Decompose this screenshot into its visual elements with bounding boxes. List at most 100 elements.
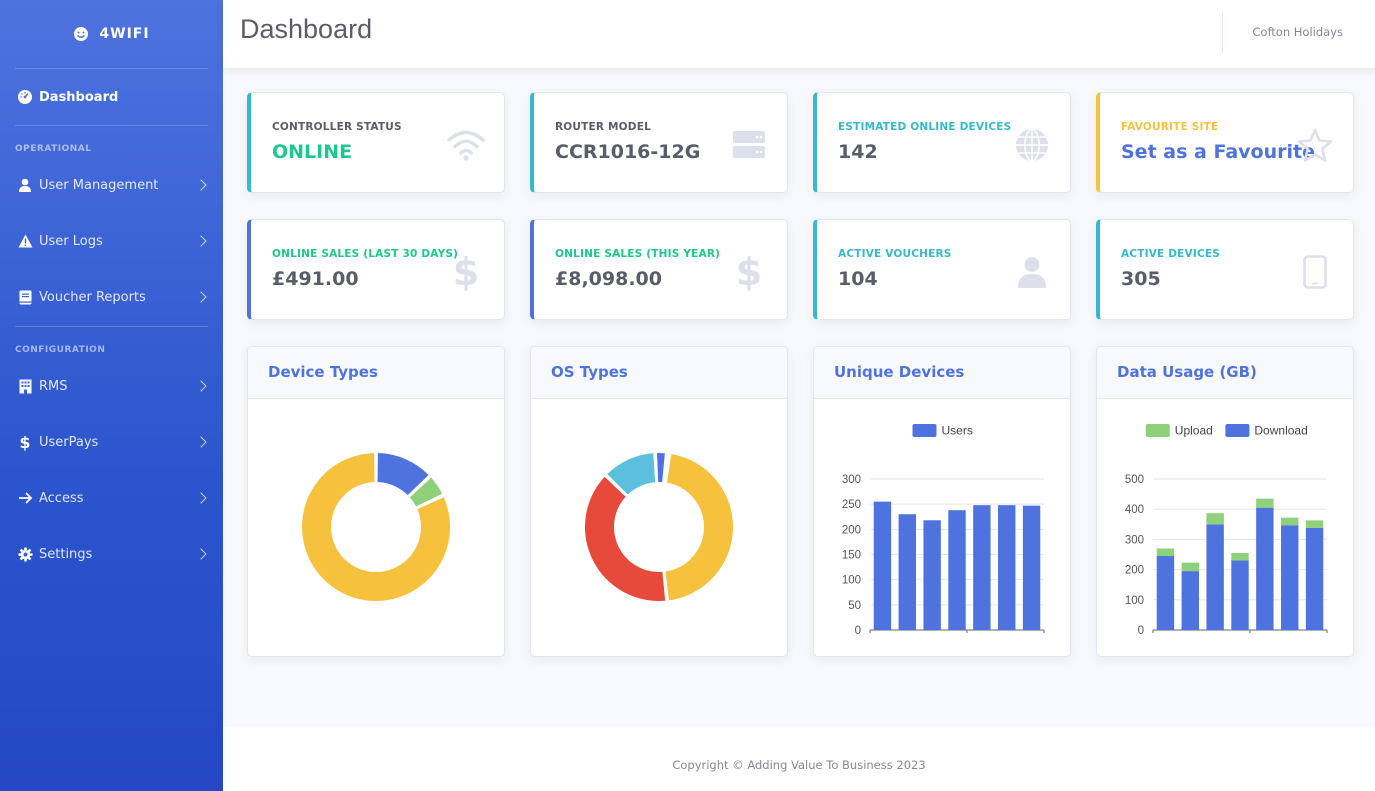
device-types-card: Device Types <box>247 346 505 657</box>
card-title: OS Types <box>531 347 787 399</box>
bar[interactable] <box>1206 524 1224 630</box>
pie-slice[interactable] <box>663 451 670 485</box>
building-icon <box>17 378 33 394</box>
legend-swatch[interactable] <box>912 424 937 437</box>
pie-slice[interactable] <box>407 475 445 509</box>
y-tick-label: 0 <box>855 625 861 637</box>
page-title: Dashboard <box>240 14 373 44</box>
chevron-right-icon <box>195 492 207 504</box>
active-vouchers-card: ACTIVE VOUCHERS 104 <box>813 219 1071 320</box>
dollar-icon: $ <box>19 432 31 452</box>
bar[interactable] <box>948 510 966 630</box>
bar[interactable] <box>1206 513 1224 525</box>
user-menu[interactable]: Cofton Holidays <box>1252 25 1343 39</box>
online-devices-card: ESTIMATED ONLINE DEVICES 142 <box>813 92 1071 193</box>
pie-slice[interactable] <box>604 451 658 497</box>
bar[interactable] <box>973 505 991 630</box>
bar[interactable] <box>923 520 941 630</box>
topbar-divider <box>1222 13 1223 53</box>
favourite-site-card[interactable]: FAVOURITE SITE Set as a Favourite <box>1096 92 1354 193</box>
bar[interactable] <box>1281 517 1299 526</box>
legend-swatch[interactable] <box>1225 424 1250 437</box>
bar[interactable] <box>1305 527 1324 630</box>
gear-icon <box>17 546 33 562</box>
bar[interactable] <box>1256 498 1274 508</box>
dollar-icon: $ <box>735 250 763 294</box>
bar[interactable] <box>1181 571 1199 630</box>
y-tick-label: 250 <box>842 499 861 511</box>
pie-slice[interactable] <box>583 474 668 603</box>
bar[interactable] <box>1156 548 1175 557</box>
brand-name: 4WIFI <box>99 26 150 42</box>
controller-status-card: CONTROLLER STATUS ONLINE <box>247 92 505 193</box>
footer: Copyright © Adding Value To Business 202… <box>223 727 1375 791</box>
bar[interactable] <box>1231 560 1249 630</box>
card-title: Device Types <box>248 347 504 399</box>
chevron-right-icon <box>195 548 207 560</box>
card-title: Unique Devices <box>814 347 1070 399</box>
sidebar-item-access[interactable]: Access <box>0 470 223 526</box>
sidebar-item-label: RMS <box>39 378 68 394</box>
mobile-icon <box>1295 252 1335 292</box>
user-icon <box>17 177 33 193</box>
bar[interactable] <box>873 501 892 630</box>
sidebar-item-user-management[interactable]: User Management <box>0 157 223 213</box>
bar[interactable] <box>1181 562 1199 572</box>
sidebar-item-label: User Logs <box>39 233 103 249</box>
stat-value: CCR1016-12G <box>555 141 701 163</box>
data-usage-card: Data Usage (GB) Upload Download 0 100 200 300… <box>1096 346 1354 657</box>
chevron-right-icon <box>195 291 207 303</box>
pie-slice[interactable] <box>375 451 432 498</box>
pie-slice[interactable] <box>663 451 735 603</box>
y-tick-label: 100 <box>1125 595 1144 607</box>
bar[interactable] <box>1022 505 1041 630</box>
legend-label[interactable]: Upload <box>1175 424 1213 438</box>
stat-value: £491.00 <box>272 268 359 290</box>
sidebar-item-settings[interactable]: Settings <box>0 526 223 582</box>
sidebar-item-userpays[interactable]: $ UserPays <box>0 414 223 470</box>
bar[interactable] <box>898 514 916 630</box>
legend-swatch[interactable] <box>1145 424 1170 437</box>
brand[interactable]: 4WIFI <box>0 0 223 68</box>
sidebar-item-label: Access <box>39 490 84 506</box>
stat-value: 142 <box>838 141 878 163</box>
pie-slice[interactable] <box>300 451 452 603</box>
card-title: Data Usage (GB) <box>1097 347 1353 399</box>
stat-label: CONTROLLER STATUS <box>272 121 402 133</box>
sidebar-item-user-logs[interactable]: User Logs <box>0 213 223 269</box>
sidebar-divider <box>15 125 208 126</box>
sidebar-item-rms[interactable]: RMS <box>0 358 223 414</box>
y-tick-label: 300 <box>1125 534 1144 546</box>
sidebar-item-label: Voucher Reports <box>39 289 146 305</box>
tachometer-icon <box>17 89 33 105</box>
sidebar-item-dashboard[interactable]: Dashboard <box>0 69 223 125</box>
dollar-icon: $ <box>452 250 480 294</box>
bar[interactable] <box>1305 520 1324 528</box>
stat-value: 104 <box>838 268 878 290</box>
stat-label: FAVOURITE SITE <box>1121 121 1219 133</box>
bar[interactable] <box>1231 552 1249 561</box>
unique-devices-card: Unique Devices Users 0 50 100 150 200 250 300 <box>813 346 1071 657</box>
bar[interactable] <box>1256 507 1274 630</box>
chevron-right-icon <box>195 380 207 392</box>
stat-value[interactable]: Set as a Favourite <box>1121 141 1315 163</box>
sales-30-days-card: ONLINE SALES (LAST 30 DAYS) £491.00 $ <box>247 219 505 320</box>
chevron-right-icon <box>195 235 207 247</box>
stat-value: ONLINE <box>272 141 353 163</box>
y-tick-label: 50 <box>848 600 861 612</box>
bar[interactable] <box>1156 556 1175 630</box>
legend-label[interactable]: Download <box>1254 424 1307 438</box>
sidebar-item-label: UserPays <box>39 434 99 450</box>
topbar: Dashboard Cofton Holidays <box>223 0 1375 68</box>
pie-slice[interactable] <box>654 451 667 485</box>
star-icon <box>1295 125 1335 165</box>
y-tick-label: 0 <box>1138 625 1144 637</box>
y-tick-label: 100 <box>842 575 861 587</box>
bar[interactable] <box>998 505 1016 630</box>
legend: Users <box>912 424 973 438</box>
sidebar-divider <box>15 326 208 327</box>
legend-label[interactable]: Users <box>942 424 973 438</box>
stat-label: ROUTER MODEL <box>555 121 651 133</box>
bar[interactable] <box>1281 525 1299 630</box>
sidebar-item-voucher-reports[interactable]: Voucher Reports <box>0 269 223 325</box>
